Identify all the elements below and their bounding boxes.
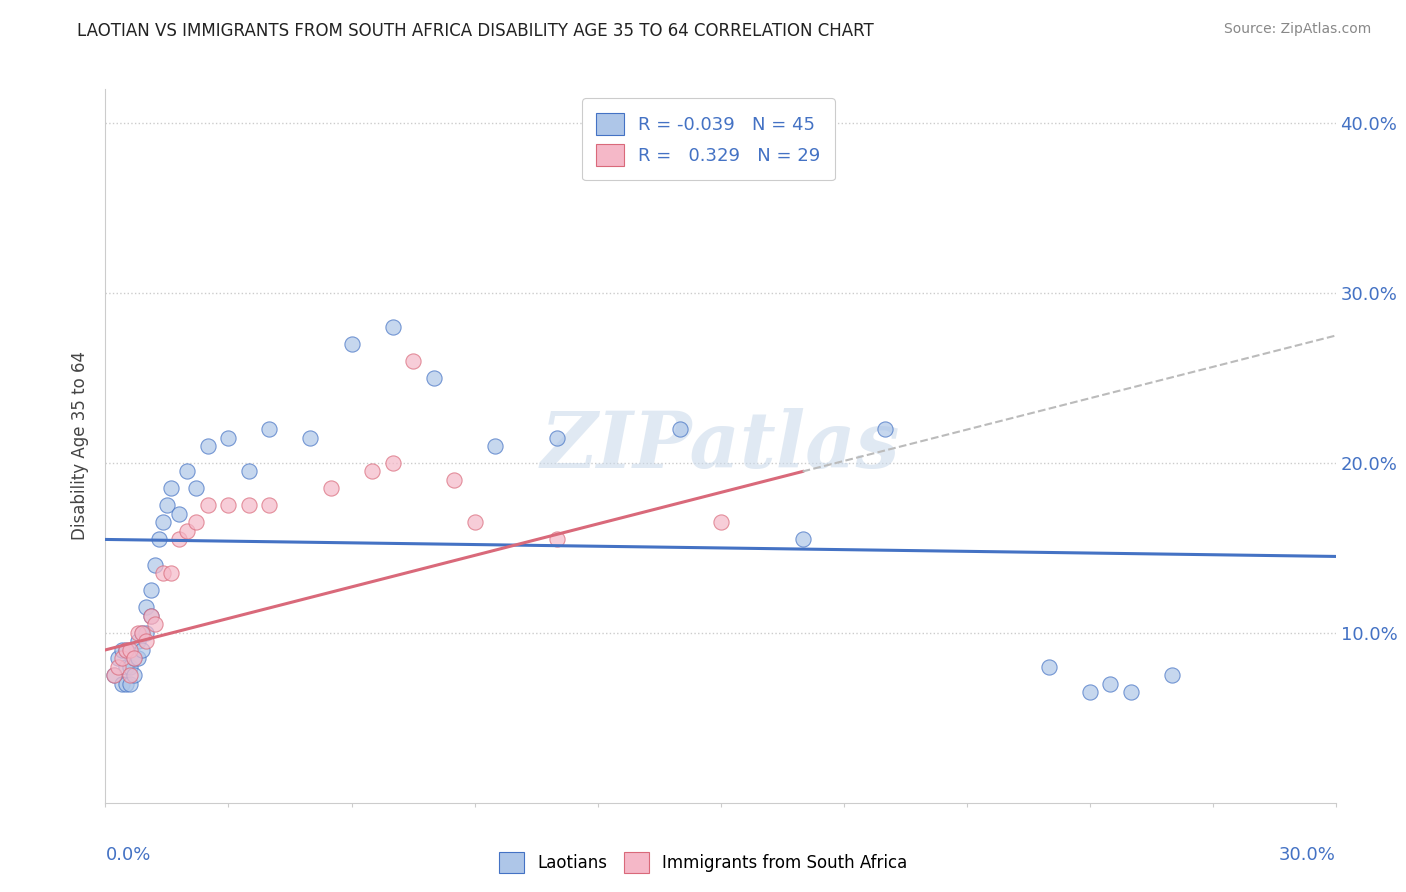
Point [115,677,138,691]
Y-axis label: Disability Age 35 to 64: Disability Age 35 to 64 [72,351,90,541]
Point [402,354,425,368]
Point [143,558,166,572]
Point [131,626,153,640]
Point [135,600,157,615]
Point [169,507,191,521]
Point [160,566,183,581]
Text: 30.0%: 30.0% [1279,846,1336,863]
Point [120,643,141,657]
Point [259,499,281,513]
Point [319,482,342,496]
Point [120,668,141,682]
Point [464,516,486,530]
Point [1160,668,1182,682]
Text: LAOTIAN VS IMMIGRANTS FROM SOUTH AFRICA DISABILITY AGE 35 TO 64 CORRELATION CHAR: LAOTIAN VS IMMIGRANTS FROM SOUTH AFRICA … [77,22,875,40]
Point [115,660,138,674]
Point [484,439,506,453]
Point [152,566,174,581]
Point [111,643,134,657]
Point [184,482,207,496]
Point [111,651,134,665]
Point [710,516,733,530]
Point [135,634,157,648]
Point [197,499,219,513]
Point [120,677,141,691]
Text: ZIPatlas: ZIPatlas [541,408,900,484]
Point [148,533,170,547]
Point [546,533,568,547]
Point [873,422,896,436]
Point [115,643,138,657]
Point [127,634,149,648]
Point [169,533,191,547]
Point [122,651,145,665]
Point [197,439,219,453]
Point [381,320,404,334]
Point [127,626,149,640]
Point [238,499,260,513]
Point [111,677,134,691]
Point [139,583,162,598]
Point [381,456,404,470]
Point [361,465,384,479]
Point [120,660,141,674]
Point [107,660,129,674]
Point [1099,677,1122,691]
Legend: Laotians, Immigrants from South Africa: Laotians, Immigrants from South Africa [492,846,914,880]
Point [184,516,207,530]
Point [160,482,183,496]
Point [422,371,444,385]
Point [546,430,568,444]
Point [131,643,153,657]
Point [176,465,198,479]
Point [176,524,198,538]
Point [259,422,281,436]
Point [115,643,138,657]
Point [1038,660,1060,674]
Point [103,668,125,682]
Point [143,617,166,632]
Text: 0.0%: 0.0% [105,846,150,863]
Point [152,516,174,530]
Legend: R = -0.039   N = 45, R =   0.329   N = 29: R = -0.039 N = 45, R = 0.329 N = 29 [582,98,835,180]
Point [127,651,149,665]
Point [122,651,145,665]
Point [668,422,690,436]
Point [139,608,162,623]
Point [299,430,322,444]
Point [139,608,162,623]
Text: Source: ZipAtlas.com: Source: ZipAtlas.com [1223,22,1371,37]
Point [156,499,179,513]
Point [443,473,465,487]
Point [1119,685,1142,699]
Point [103,668,125,682]
Point [218,430,240,444]
Point [218,499,240,513]
Point [238,465,260,479]
Point [340,337,363,351]
Point [135,626,157,640]
Point [122,668,145,682]
Point [1078,685,1101,699]
Point [792,533,814,547]
Point [131,626,153,640]
Point [107,651,129,665]
